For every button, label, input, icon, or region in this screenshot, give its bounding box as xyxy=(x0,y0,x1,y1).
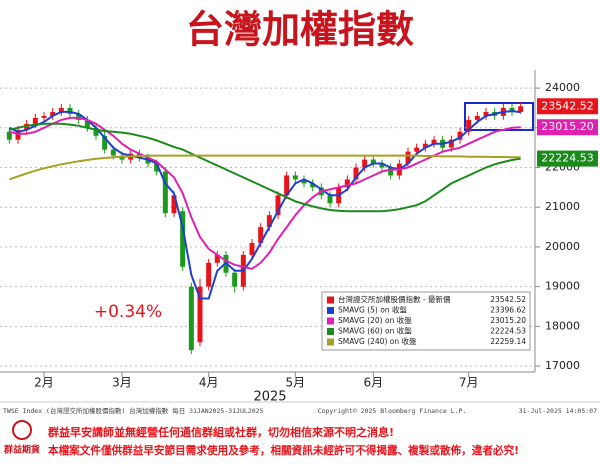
candle-body xyxy=(162,171,168,214)
candle-body xyxy=(50,111,56,116)
y-tick-label: 18000 xyxy=(545,319,580,332)
y-tick-label: 21000 xyxy=(545,200,580,213)
candle-body xyxy=(448,139,454,148)
x-tick-label: 5月 xyxy=(286,376,306,390)
candle-body xyxy=(370,159,376,164)
legend-value: 23542.52 xyxy=(490,295,526,304)
price-tag xyxy=(537,98,598,115)
candle-body xyxy=(76,113,82,120)
legend-marker xyxy=(327,307,334,314)
legend-label: SMAVG (20) on 收盤 xyxy=(338,315,412,325)
legend-value: 22224.53 xyxy=(490,327,526,336)
candle-body xyxy=(154,163,160,172)
candle-body xyxy=(431,139,437,144)
x-tick-label: 4月 xyxy=(199,376,219,390)
candle-body xyxy=(405,151,411,164)
x-tick-label: 2月 xyxy=(34,376,54,390)
candle-body xyxy=(93,127,99,136)
legend-marker xyxy=(327,338,334,346)
candle-body xyxy=(197,286,203,343)
brand-name: 群益期貨 xyxy=(3,444,40,456)
candle-body xyxy=(258,227,264,243)
candle-body xyxy=(457,131,463,140)
legend-label: SMAVG (5) on 收盤 xyxy=(338,305,407,315)
candle-body xyxy=(292,175,298,180)
y-tick-label: 24000 xyxy=(545,81,580,94)
candle-body xyxy=(32,117,38,124)
candle-body xyxy=(41,115,47,118)
candle-body xyxy=(6,131,12,140)
candle-body xyxy=(379,163,385,168)
x-tick-label: 7月 xyxy=(459,376,479,390)
legend-box xyxy=(321,291,531,351)
candle-body xyxy=(362,159,368,168)
candle-body xyxy=(249,242,255,255)
legend-marker xyxy=(327,328,334,335)
candle-body xyxy=(388,167,394,176)
x-tick-label: 6月 xyxy=(364,376,384,390)
price-tag-label: 23542.52 xyxy=(541,99,594,112)
candle-body xyxy=(206,262,212,287)
ma-line xyxy=(9,116,521,270)
candle-body xyxy=(344,179,350,188)
candle-body xyxy=(518,106,524,112)
candle-body xyxy=(58,107,64,112)
ma-line xyxy=(9,122,521,213)
candle-body xyxy=(422,143,428,148)
legend-value: 22259.14 xyxy=(490,337,526,346)
candle-body xyxy=(284,175,290,196)
candle-body xyxy=(353,167,359,180)
candle-body xyxy=(310,183,316,188)
candle-body xyxy=(110,149,116,156)
footer-timestamp: 31-Jul-2025 14:05:07 xyxy=(519,407,597,415)
x-axis-label: 2025 xyxy=(253,390,286,405)
y-tick-label: 19000 xyxy=(545,280,580,293)
annotation: +0.34% xyxy=(94,302,162,322)
brand-logo xyxy=(12,420,32,440)
candle-body xyxy=(102,135,108,150)
candle-body xyxy=(474,115,480,120)
candle-body xyxy=(180,211,186,267)
chart-title: 台灣加權指數 xyxy=(186,8,414,52)
candle-body xyxy=(483,111,489,116)
price-tag xyxy=(537,150,598,167)
legend-marker xyxy=(327,317,334,325)
legend-label: SMAVG (240) on 收盤 xyxy=(338,336,417,346)
candle-body xyxy=(188,286,194,351)
price-tag-label: 22224.53 xyxy=(541,152,594,165)
candle-body xyxy=(301,179,307,184)
legend-value: 23396.62 xyxy=(490,306,526,315)
candle-body xyxy=(214,254,220,263)
candle-body xyxy=(171,195,177,214)
footer-source: TWSE Index (台灣證交所加權股價指數) 台灣加權指數 每日 31JAN… xyxy=(3,406,264,415)
legend: 台灣證交所加權股價指數 - 最新價 23542.52 SMAVG (5) on 收盤… xyxy=(321,291,531,351)
legend-label: 台灣證交所加權股價指數 - 最新價 xyxy=(338,294,451,304)
price-tag xyxy=(537,119,598,136)
price-tag-label: 23015.20 xyxy=(541,120,594,133)
ma-line xyxy=(8,110,521,300)
y-tick-label: 20000 xyxy=(545,240,580,253)
notice: 本檔案文件僅供群益早安節目需求使用及參考，相關資訊未經許可不得揭露、複製或散佈，… xyxy=(48,444,519,457)
ma-line xyxy=(8,154,521,181)
footer-copyright: Copyright© 2025 Bloomberg Finance L.P. xyxy=(318,407,467,415)
notice: 群益早安講師並無經營任何通信群組或社群，切勿相信來源不明之消息! xyxy=(47,425,394,439)
candle-body xyxy=(84,119,90,128)
candle-body xyxy=(327,195,333,204)
x-tick-label: 3月 xyxy=(112,376,132,390)
legend-value: 23015.20 xyxy=(490,316,526,325)
legend-label: SMAVG (60) on 收盤 xyxy=(338,326,412,336)
candle-body xyxy=(232,272,238,287)
candle-body xyxy=(466,119,472,132)
legend-marker xyxy=(327,296,334,304)
candle-body xyxy=(266,215,272,228)
candle-body xyxy=(275,195,281,216)
candle-body xyxy=(509,107,515,112)
candle-body xyxy=(414,147,420,152)
y-tick-label: 17000 xyxy=(545,359,580,372)
